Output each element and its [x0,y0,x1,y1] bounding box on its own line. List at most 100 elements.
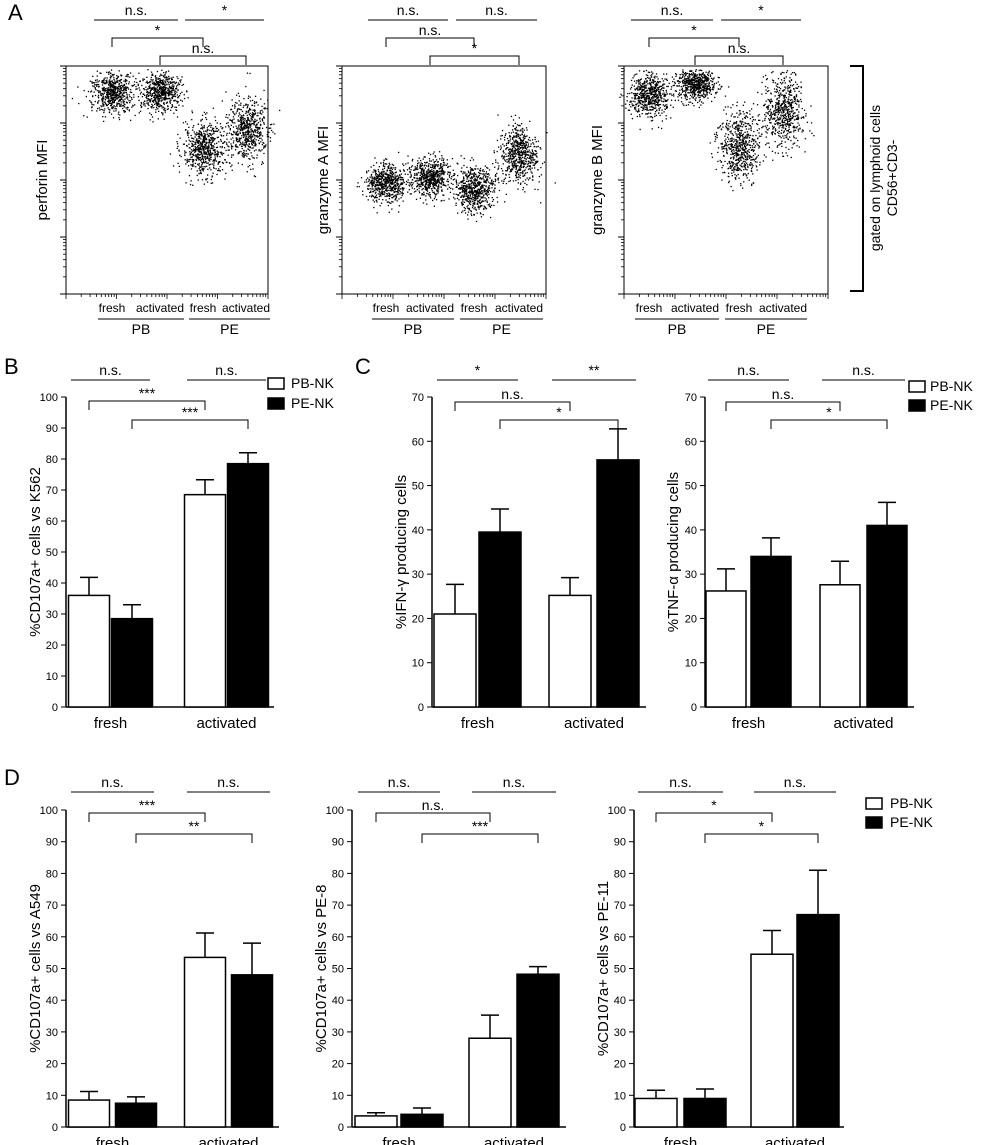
event-dot [167,88,170,90]
event-dot [202,146,204,148]
event-dot [110,88,112,91]
event-dot [390,170,392,172]
event-dot [238,126,240,128]
event-dot [388,176,390,178]
event-dot [178,171,181,173]
event-dot [435,182,437,185]
event-dot [520,164,523,166]
event-dot [160,95,162,98]
event-dot [424,175,426,178]
event-dot [204,135,206,137]
event-dot [144,94,146,96]
event-dot [200,134,202,136]
event-dot [370,173,373,176]
event-dot [176,102,178,104]
event-dot [181,91,183,93]
event-dot [375,162,378,164]
event-dot [518,124,520,127]
event-dot [522,175,524,177]
event-dot [487,176,489,178]
event-dot [372,178,374,180]
event-dot [147,82,149,84]
event-dot [226,122,228,125]
event-dot [435,184,437,186]
event-dot [378,198,380,200]
event-dot [431,178,433,180]
event-dot [125,107,127,109]
event-dot [217,163,219,165]
event-dot [379,191,381,193]
event-dot [244,141,247,144]
event-dot [245,104,247,106]
event-dot [246,122,248,124]
event-dot [411,179,414,181]
event-dot [483,191,486,193]
event-dot [531,167,533,169]
event-dot [502,151,504,153]
event-dot [362,194,364,196]
event-dot [366,170,368,173]
event-dot [399,174,401,176]
event-dot [233,118,235,120]
event-dot [394,172,397,174]
event-dot [163,99,165,101]
event-dot [234,101,237,104]
event-dot [414,180,416,183]
event-dot [464,189,466,191]
event-dot [106,94,109,96]
event-dot [187,134,189,136]
event-dot [245,103,247,105]
event-dot [165,76,167,79]
event-dot [471,198,473,200]
event-dot [124,78,127,81]
event-dot [453,178,456,180]
event-dot [93,91,95,93]
event-dot [379,188,381,190]
event-dot [530,162,532,164]
event-dot [195,166,197,168]
event-dot [254,121,256,123]
event-dot [389,195,391,197]
event-dot [431,166,433,169]
event-dot [103,105,105,107]
event-dot [113,79,115,81]
event-dot [478,174,481,176]
event-dot [246,125,248,127]
event-dot [428,192,431,194]
event-dot [207,125,210,127]
event-dot [248,95,250,97]
event-dot [541,162,544,165]
event-dot [386,173,388,175]
event-dot [169,102,171,104]
event-dot [168,97,170,100]
event-dot [527,151,529,153]
event-dot [475,208,477,210]
event-dot [210,143,213,145]
event-dot [502,170,504,172]
event-dot [142,79,144,82]
event-dot [518,156,520,158]
event-dot [174,93,176,95]
event-dot [167,95,169,97]
event-dot [171,92,173,94]
event-dot [201,127,203,129]
event-dot [201,140,204,143]
event-dot [245,127,248,129]
event-dot [483,194,485,196]
event-dot [431,166,434,168]
event-dot [469,183,471,185]
event-dot [199,131,202,133]
significance-label: n.s. [419,22,442,38]
event-dot [102,98,104,100]
event-dot [211,128,213,131]
event-dot [401,179,403,181]
event-dot [112,106,114,109]
event-dot [521,142,523,145]
event-dot [415,167,417,169]
event-dot [420,177,422,180]
event-dot [200,143,203,145]
event-dot [518,162,520,164]
event-dot [413,169,415,171]
event-dot [519,129,522,131]
event-dot [101,87,103,89]
